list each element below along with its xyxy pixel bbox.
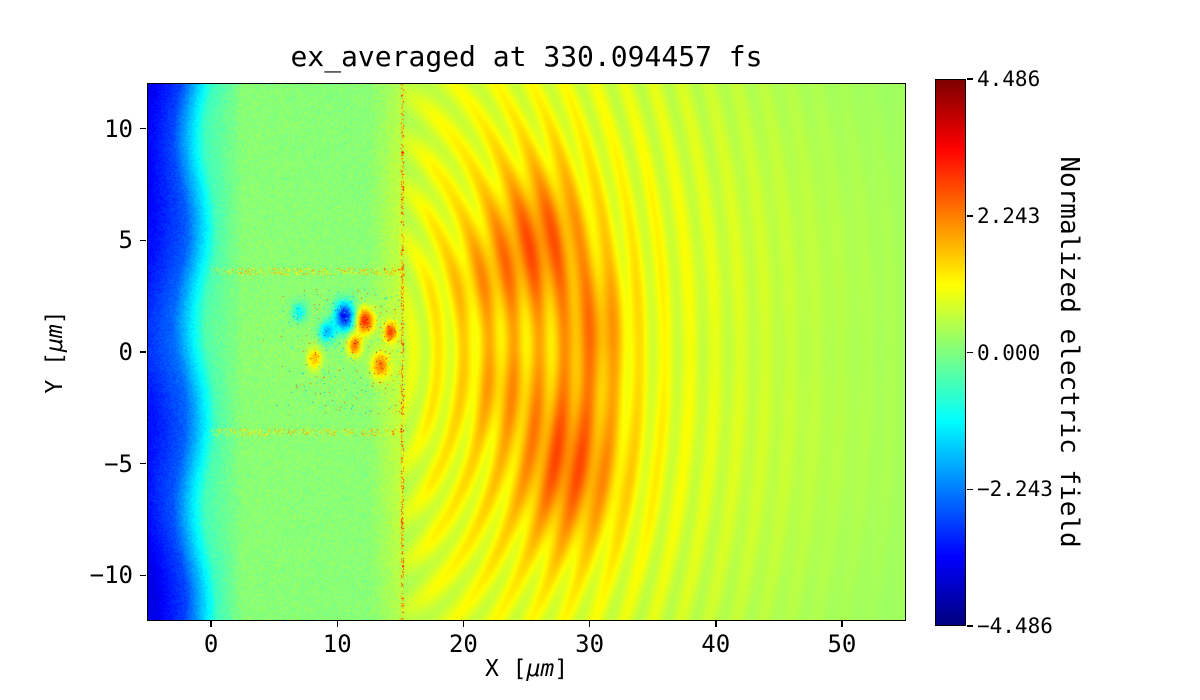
colorbar-tick-label: 2.243 [977, 203, 1041, 228]
colorbar-tick-mark [967, 78, 973, 80]
colorbar-tick-label: 4.486 [977, 67, 1041, 91]
colorbar-tick-label: −4.486 [977, 614, 1053, 638]
x-tick-label: 10 [322, 630, 352, 658]
x-tick-mark [462, 621, 465, 627]
heatmap-plot-area [147, 83, 906, 621]
colorbar [935, 79, 966, 626]
x-tick-mark [841, 621, 843, 627]
colorbar-tick-mark [967, 215, 973, 217]
colorbar-tick-label: −2.243 [977, 477, 1053, 502]
x-tick-label: 0 [203, 630, 219, 658]
x-tick-mark [715, 621, 717, 627]
x-tick-mark [336, 621, 338, 627]
x-tick-label: 40 [701, 630, 731, 658]
colorbar-tick-mark [967, 625, 973, 627]
y-tick-mark [140, 239, 146, 242]
y-tick-mark [140, 351, 146, 353]
x-axis-unit: μm [526, 656, 555, 682]
colorbar-tick-label: 0.000 [977, 340, 1041, 365]
colorbar-label: Normalized electric field [1054, 156, 1084, 548]
plot-title: ex_averaged at 330.094457 fs [290, 40, 763, 73]
x-axis-label-suffix: ] [554, 656, 569, 682]
x-tick-label: 50 [827, 630, 857, 658]
colorbar-gradient-canvas [936, 80, 965, 625]
x-axis-label-prefix: X [ [484, 656, 527, 682]
y-tick-label: 0 [118, 338, 133, 366]
x-tick-mark [588, 621, 591, 627]
y-tick-mark [140, 462, 146, 465]
y-tick-label: −10 [89, 561, 133, 590]
x-axis-label: X [μm] [148, 656, 905, 682]
colorbar-tick-mark [967, 351, 973, 354]
x-tick-label: 30 [575, 630, 605, 658]
colorbar-tick-mark [967, 488, 973, 490]
y-tick-label: 10 [104, 114, 133, 143]
x-tick-mark [210, 621, 212, 627]
heatmap-canvas [148, 84, 905, 620]
y-tick-label: 5 [118, 226, 133, 255]
y-tick-mark [140, 127, 146, 130]
y-axis-label-suffix: ] [42, 310, 68, 325]
x-tick-label: 20 [448, 630, 478, 658]
y-tick-mark [140, 574, 146, 577]
y-tick-label: −5 [104, 449, 133, 478]
